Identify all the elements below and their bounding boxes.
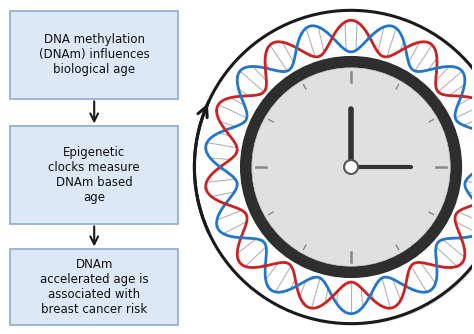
FancyBboxPatch shape — [10, 126, 179, 223]
FancyBboxPatch shape — [10, 249, 179, 325]
Circle shape — [240, 56, 462, 278]
FancyBboxPatch shape — [10, 11, 179, 99]
Text: Epigenetic
clocks measure
DNAm based
age: Epigenetic clocks measure DNAm based age — [48, 146, 140, 204]
Circle shape — [199, 15, 474, 325]
Text: DNAm
accelerated age is
associated with
breast cancer risk: DNAm accelerated age is associated with … — [40, 258, 148, 316]
Circle shape — [252, 68, 450, 266]
Circle shape — [196, 12, 474, 322]
Circle shape — [344, 160, 358, 174]
Text: DNA methylation
(DNAm) influences
biological age: DNA methylation (DNAm) influences biolog… — [39, 33, 150, 76]
